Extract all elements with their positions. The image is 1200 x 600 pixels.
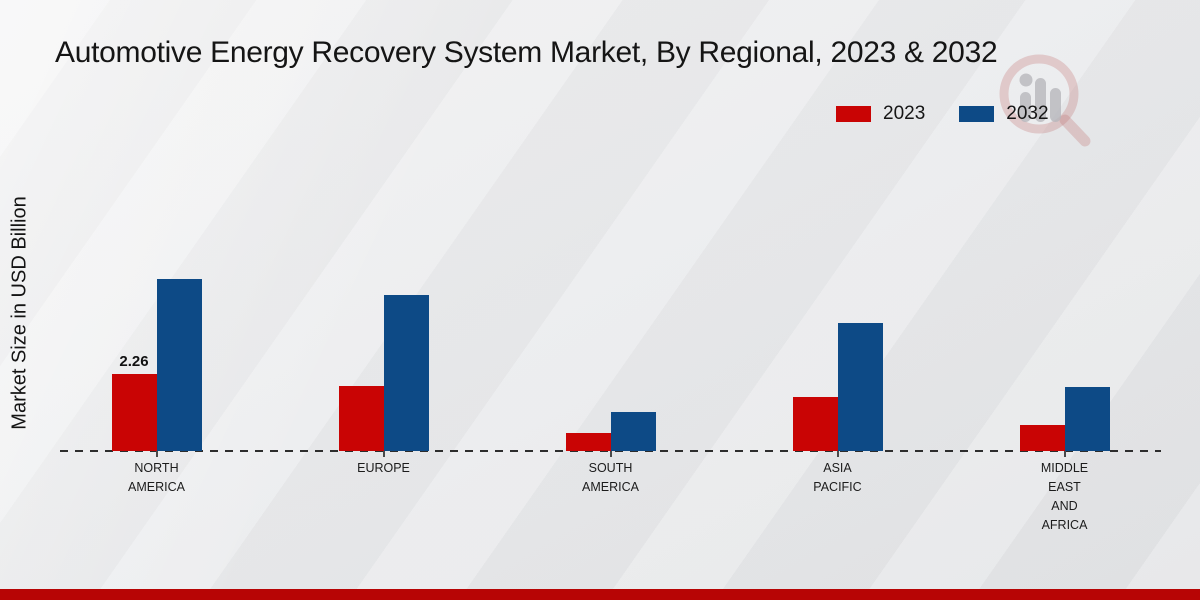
market-research-magnifier-logo-icon xyxy=(999,54,1091,147)
bar-2032-asia-pacific xyxy=(837,323,883,451)
legend-label-2023: 2023 xyxy=(883,103,926,124)
bar-2032-north-america xyxy=(156,279,202,451)
y-axis-label: Market Size in USD Billion xyxy=(8,196,31,430)
x-axis-label-asia-pacific: ASIA PACIFIC xyxy=(813,461,862,494)
footer-accent-bar xyxy=(0,589,1200,600)
x-axis-label-north-america: NORTH AMERICA xyxy=(128,461,185,494)
bar-2023-south-america xyxy=(565,433,611,451)
legend-swatch-2032 xyxy=(959,106,995,122)
chart-title: Automotive Energy Recovery System Market… xyxy=(55,36,998,69)
bar-2023-asia-pacific xyxy=(792,397,838,451)
x-axis-label-south-america: SOUTH AMERICA xyxy=(582,461,639,494)
x-axis-label-europe: EUROPE xyxy=(357,461,410,475)
bar-2032-middle-east-and-africa xyxy=(1064,387,1110,451)
legend: 2023 2032 xyxy=(836,103,1049,125)
data-label-2023-2.26: 2.26 xyxy=(119,353,149,370)
x-axis-tick-south-america xyxy=(609,451,612,457)
x-axis-tick-europe xyxy=(382,451,385,457)
bar-2023-north-america xyxy=(111,374,157,451)
legend-item-2023: 2023 xyxy=(836,103,925,125)
x-axis-tick-north-america xyxy=(155,451,158,457)
x-axis-label-middle-east-and-africa: MIDDLE EAST AND AFRICA xyxy=(1040,461,1089,532)
legend-label-2032: 2032 xyxy=(1006,103,1049,124)
bar-2032-europe xyxy=(383,295,429,451)
bar-2023-europe xyxy=(338,386,384,451)
legend-item-2032: 2032 xyxy=(959,103,1049,125)
legend-swatch-2023 xyxy=(836,106,871,122)
bar-2023-middle-east-and-africa xyxy=(1019,425,1065,451)
bar-2032-south-america xyxy=(610,412,656,451)
x-axis-tick-asia-pacific xyxy=(836,451,839,457)
x-axis-tick-middle-east-and-africa xyxy=(1063,451,1066,457)
